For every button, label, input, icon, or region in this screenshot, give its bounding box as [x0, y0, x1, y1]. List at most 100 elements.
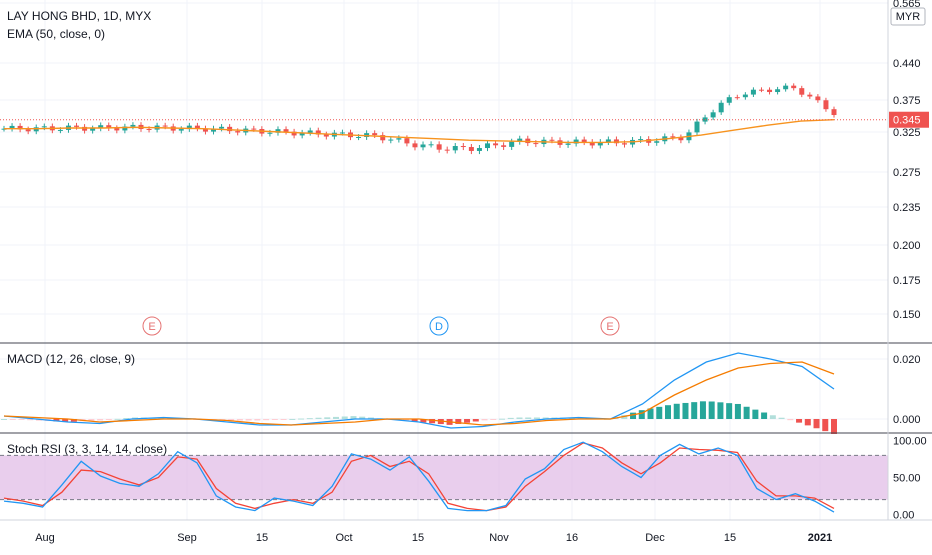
macd-histogram-bar[interactable] — [481, 419, 488, 421]
candle-body[interactable] — [380, 135, 386, 141]
macd-histogram-bar[interactable] — [726, 403, 733, 419]
dividend-event-marker[interactable] — [429, 316, 449, 336]
macd-histogram-bar[interactable] — [822, 419, 829, 432]
macd-histogram-bar[interactable] — [359, 416, 366, 419]
candle-body[interactable] — [638, 139, 644, 141]
candle-body[interactable] — [146, 129, 152, 131]
candle-body[interactable] — [82, 126, 88, 131]
macd-histogram-bar[interactable] — [455, 419, 462, 424]
macd-histogram-bar[interactable] — [499, 418, 505, 420]
candle-body[interactable] — [194, 125, 200, 129]
macd-histogram-bar[interactable] — [647, 408, 654, 419]
macd-histogram-bar[interactable] — [1, 419, 7, 420]
macd-histogram-bar[interactable] — [542, 417, 549, 420]
macd-histogram-bar[interactable] — [787, 419, 794, 421]
candle-body[interactable] — [476, 148, 482, 151]
price-pane[interactable]: 0.345 E D E — [0, 83, 929, 336]
candle-body[interactable] — [372, 133, 378, 136]
candle-body[interactable] — [444, 149, 450, 151]
candle-body[interactable] — [25, 129, 31, 132]
candle-body[interactable] — [162, 125, 168, 127]
macd-histogram-bar[interactable] — [656, 406, 663, 419]
candle-body[interactable] — [573, 139, 579, 144]
macd-histogram-bar[interactable] — [708, 401, 715, 419]
candle-body[interactable] — [783, 85, 789, 90]
macd-histogram-bar[interactable] — [577, 417, 584, 419]
macd-histogram-bar[interactable] — [796, 419, 803, 423]
macd-histogram-bar[interactable] — [402, 419, 409, 421]
macd-histogram-bar[interactable] — [88, 419, 95, 421]
macd-histogram-bar[interactable] — [263, 419, 270, 421]
macd-histogram-bar[interactable] — [228, 419, 235, 421]
candle-body[interactable] — [186, 125, 192, 130]
candle-body[interactable] — [718, 102, 724, 113]
candle-body[interactable] — [678, 137, 684, 141]
macd-histogram-bar[interactable] — [324, 417, 331, 419]
macd-histogram-bar[interactable] — [367, 417, 374, 419]
candle-body[interactable] — [178, 129, 184, 131]
candle-body[interactable] — [219, 126, 225, 129]
candle-body[interactable] — [17, 125, 23, 130]
candle-body[interactable] — [90, 128, 96, 131]
last-price-tag[interactable] — [889, 111, 929, 128]
candle-body[interactable] — [267, 132, 273, 134]
macd-signal-line[interactable] — [3, 361, 835, 426]
candle-body[interactable] — [57, 129, 63, 131]
macd-histogram-bar[interactable] — [289, 418, 296, 420]
candle-body[interactable] — [106, 125, 112, 129]
candle-body[interactable] — [533, 143, 539, 145]
candle-body[interactable] — [412, 143, 418, 148]
macd-histogram-bar[interactable] — [630, 412, 637, 419]
candle-body[interactable] — [549, 139, 555, 141]
earnings-event-marker[interactable] — [600, 316, 620, 336]
candle-body[interactable] — [211, 128, 217, 132]
macd-pane[interactable] — [1, 352, 837, 434]
macd-histogram-bar[interactable] — [70, 419, 77, 422]
macd-histogram-bar[interactable] — [691, 402, 698, 419]
macd-histogram-bar[interactable] — [53, 419, 60, 422]
candle-body[interactable] — [831, 109, 837, 116]
macd-histogram-bar[interactable] — [18, 419, 25, 420]
candle-body[interactable] — [493, 143, 499, 146]
macd-histogram-bar[interactable] — [673, 403, 680, 419]
macd-histogram-bar[interactable] — [105, 419, 112, 420]
candle-body[interactable] — [41, 126, 47, 128]
macd-histogram-bar[interactable] — [350, 416, 357, 419]
candle-body[interactable] — [227, 126, 233, 132]
candle-body[interactable] — [710, 112, 716, 118]
stoch-rsi-pane[interactable] — [3, 441, 835, 513]
macd-histogram-bar[interactable] — [315, 417, 322, 419]
candle-body[interactable] — [436, 144, 442, 150]
macd-histogram-bar[interactable] — [638, 410, 645, 419]
candle-body[interactable] — [758, 89, 764, 91]
candle-body[interactable] — [9, 125, 15, 129]
macd-histogram-bar[interactable] — [665, 405, 671, 419]
candle-body[interactable] — [460, 146, 466, 148]
macd-histogram-bar[interactable] — [271, 419, 278, 420]
candle-body[interactable] — [452, 146, 458, 151]
candle-body[interactable] — [74, 125, 80, 127]
candle-body[interactable] — [517, 138, 523, 142]
macd-histogram-bar[interactable] — [306, 418, 313, 420]
candle-body[interactable] — [235, 131, 241, 133]
candle-body[interactable] — [670, 136, 676, 138]
candle-body[interactable] — [605, 139, 611, 143]
candle-body[interactable] — [597, 142, 603, 146]
candle-body[interactable] — [420, 144, 426, 148]
macd-histogram-bar[interactable] — [525, 417, 532, 420]
candle-body[interactable] — [98, 125, 104, 129]
macd-histogram-bar[interactable] — [123, 418, 130, 420]
candle-body[interactable] — [251, 128, 257, 130]
candle-body[interactable] — [130, 124, 136, 127]
macd-histogram-bar[interactable] — [280, 419, 287, 420]
macd-histogram-bar[interactable] — [420, 419, 427, 423]
candle-body[interactable] — [396, 138, 402, 140]
candle-body[interactable] — [791, 85, 797, 89]
macd-histogram-bar[interactable] — [341, 416, 348, 419]
candle-body[interactable] — [734, 97, 740, 99]
macd-histogram-bar[interactable] — [236, 419, 243, 421]
candle-body[interactable] — [807, 94, 813, 97]
candle-body[interactable] — [501, 145, 507, 147]
candle-body[interactable] — [726, 97, 732, 103]
